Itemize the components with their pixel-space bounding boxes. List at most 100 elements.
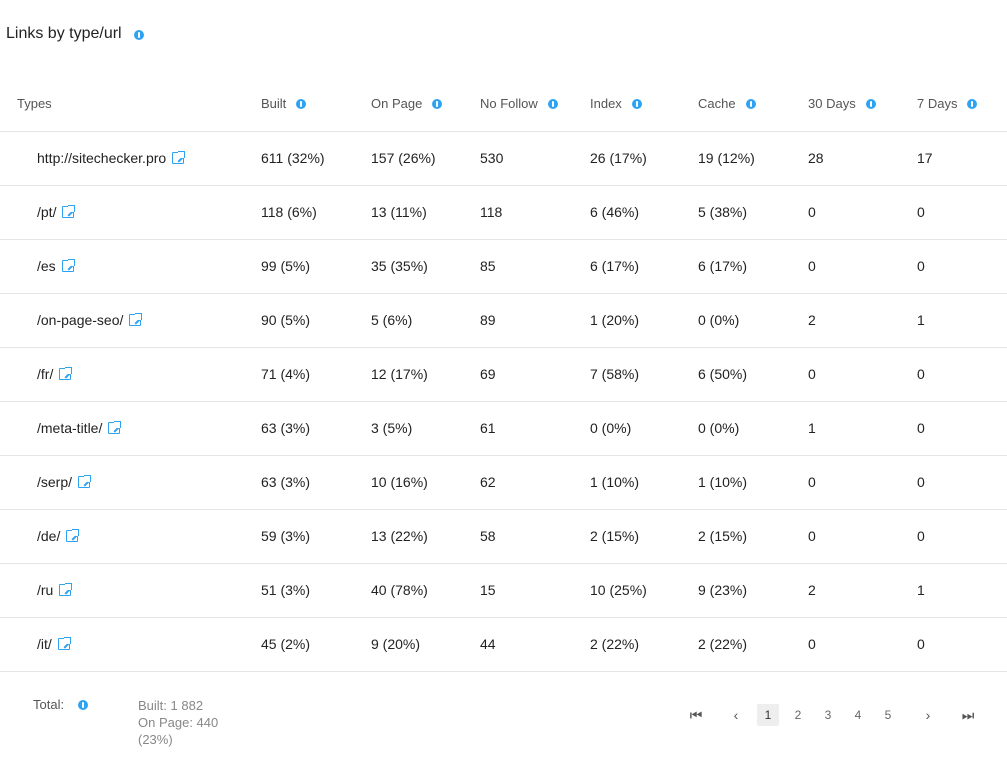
- cell-cache: 0 (0%): [698, 401, 808, 456]
- cell-index: 1 (10%): [590, 455, 698, 510]
- url-cell: /it/: [0, 617, 261, 672]
- links-table: Types Built On Page No Follow Index Cach…: [0, 77, 1007, 672]
- external-link-icon[interactable]: [66, 529, 80, 542]
- page-number[interactable]: 5: [884, 708, 892, 722]
- url-cell: /on-page-seo/: [0, 293, 261, 348]
- column-header-7-days[interactable]: 7 Days: [917, 77, 1007, 132]
- cell-7-days: 0: [917, 509, 1007, 564]
- index-info-icon[interactable]: [631, 98, 642, 109]
- cell-built: 118 (6%): [261, 185, 371, 240]
- cell-no-follow: 89: [480, 293, 590, 348]
- cell-7-days: 0: [917, 401, 1007, 456]
- table-row: /on-page-seo/90 (5%) 5 (6%) 89 1 (20%) 0 (0%…: [0, 293, 1007, 348]
- total-label-group: Total:: [33, 697, 89, 712]
- url-text: /serp/: [37, 474, 73, 490]
- url-link[interactable]: /es: [37, 258, 75, 274]
- url-text: /it/: [37, 636, 52, 652]
- cell-index: 1 (20%): [590, 293, 698, 348]
- column-header-30-days[interactable]: 30 Days: [808, 77, 917, 132]
- built-info-icon[interactable]: [296, 98, 307, 109]
- 7-days-info-icon[interactable]: [967, 98, 978, 109]
- 30-days-info-icon[interactable]: [865, 98, 876, 109]
- external-link-icon[interactable]: [172, 151, 186, 164]
- url-text: /pt/: [37, 204, 57, 220]
- cell-cache: 2 (22%): [698, 617, 808, 672]
- table-row: /meta-title/63 (3%) 3 (5%) 61 0 (0%) 0 (0%) 1…: [0, 401, 1007, 456]
- url-cell: /de/: [0, 509, 261, 564]
- cell-no-follow: 58: [480, 509, 590, 564]
- column-header-built[interactable]: Built: [261, 77, 371, 132]
- title-info-icon[interactable]: [133, 30, 144, 40]
- external-link-icon[interactable]: [59, 583, 73, 596]
- column-header-types[interactable]: Types: [0, 77, 261, 132]
- column-header-cache[interactable]: Cache: [698, 77, 808, 132]
- cell-30-days: 0: [808, 239, 917, 294]
- url-text: /meta-title/: [37, 420, 103, 436]
- external-link-icon[interactable]: [78, 475, 92, 488]
- cell-no-follow: 15: [480, 563, 590, 618]
- cell-built: 63 (3%): [261, 401, 371, 456]
- page-number[interactable]: 2: [794, 708, 802, 722]
- url-cell: /fr/: [0, 347, 261, 402]
- external-link-icon[interactable]: [59, 367, 73, 380]
- cell-on-page: 12 (17%): [371, 347, 480, 402]
- url-link[interactable]: /fr/: [37, 366, 73, 382]
- cell-cache: 0 (0%): [698, 293, 808, 348]
- prev-page-icon[interactable]: ‹: [733, 707, 739, 723]
- external-link-icon[interactable]: [61, 259, 75, 272]
- url-link[interactable]: http://sitechecker.pro: [37, 150, 186, 166]
- cell-index: 7 (58%): [590, 347, 698, 402]
- cell-index: 6 (17%): [590, 239, 698, 294]
- url-link[interactable]: /pt/: [37, 204, 76, 220]
- url-text: /on-page-seo/: [37, 312, 124, 328]
- cell-7-days: 0: [917, 617, 1007, 672]
- url-link[interactable]: /on-page-seo/: [37, 312, 143, 328]
- pagination: ⏮ ‹ 1 2 3 4 5 › ⏭: [685, 704, 979, 726]
- cell-built: 59 (3%): [261, 509, 371, 564]
- total-label: Total:: [33, 697, 65, 712]
- page-number[interactable]: 4: [854, 708, 862, 722]
- cache-info-icon[interactable]: [745, 98, 756, 109]
- cell-on-page: 9 (20%): [371, 617, 480, 672]
- cell-7-days: 1: [917, 293, 1007, 348]
- url-link[interactable]: /ru: [37, 582, 73, 598]
- panel-header: Links by type/url: [6, 25, 144, 43]
- url-link[interactable]: /de/: [37, 528, 80, 544]
- column-header-index[interactable]: Index: [590, 77, 698, 132]
- cell-on-page: 3 (5%): [371, 401, 480, 456]
- page-number[interactable]: 1: [757, 704, 779, 726]
- next-page-icon[interactable]: ›: [925, 707, 931, 723]
- on-page-info-icon[interactable]: [432, 98, 443, 109]
- page-number[interactable]: 3: [824, 708, 832, 722]
- external-link-icon[interactable]: [57, 637, 71, 650]
- first-page-icon[interactable]: ⏮: [689, 706, 703, 723]
- cell-no-follow: 85: [480, 239, 590, 294]
- cell-cache: 2 (15%): [698, 509, 808, 564]
- cell-30-days: 2: [808, 563, 917, 618]
- table-row: /it/45 (2%) 9 (20%) 44 2 (22%) 2 (22%) 0 0: [0, 617, 1007, 672]
- cell-7-days: 1: [917, 563, 1007, 618]
- external-link-icon[interactable]: [129, 313, 143, 326]
- url-link[interactable]: /meta-title/: [37, 420, 122, 436]
- table-row: http://sitechecker.pro 611 (32%) 157 (26%)…: [0, 131, 1007, 186]
- panel-title: Links by type/url: [6, 25, 122, 42]
- cell-7-days: 17: [917, 131, 1007, 186]
- url-link[interactable]: /it/: [37, 636, 71, 652]
- external-link-icon[interactable]: [62, 205, 76, 218]
- table-row: /es 99 (5%) 35 (35%) 85 6 (17%) 6 (17%) 0 0: [0, 239, 1007, 294]
- url-cell: /serp/: [0, 455, 261, 510]
- url-link[interactable]: /serp/: [37, 474, 92, 490]
- last-page-icon[interactable]: ⏭: [961, 706, 975, 723]
- cell-index: 10 (25%): [590, 563, 698, 618]
- column-header-on-page[interactable]: On Page: [371, 77, 480, 132]
- cell-30-days: 0: [808, 347, 917, 402]
- cell-index: 26 (17%): [590, 131, 698, 186]
- cell-built: 90 (5%): [261, 293, 371, 348]
- external-link-icon[interactable]: [108, 421, 122, 434]
- column-header-no-follow[interactable]: No Follow: [480, 77, 590, 132]
- table-header-row: Types Built On Page No Follow Index Cach…: [0, 77, 1007, 132]
- total-info-icon[interactable]: [78, 699, 89, 710]
- cell-7-days: 0: [917, 185, 1007, 240]
- no-follow-info-icon[interactable]: [547, 98, 558, 109]
